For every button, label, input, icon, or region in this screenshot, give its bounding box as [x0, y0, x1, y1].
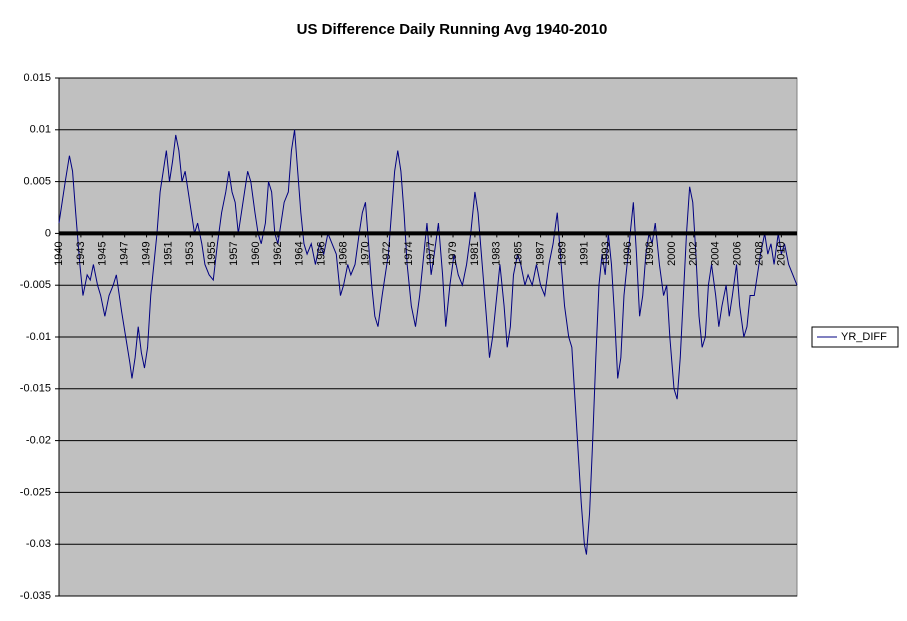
x-tick-label: 1991 — [578, 241, 590, 265]
x-tick-label: 2008 — [753, 241, 765, 265]
x-tick-label: 1953 — [184, 241, 196, 265]
x-tick-label: 1947 — [119, 241, 131, 265]
chart-title: US Difference Daily Running Avg 1940-201… — [297, 21, 608, 38]
y-tick-label: -0.03 — [26, 538, 51, 550]
x-tick-label: 1993 — [600, 241, 612, 265]
y-tick-label: 0.005 — [23, 176, 51, 188]
x-tick-label: 1951 — [162, 241, 174, 265]
y-tick-label: -0.01 — [26, 331, 51, 343]
y-tick-label: -0.035 — [20, 590, 51, 602]
data-line — [58, 129, 798, 555]
x-tick-label: 1983 — [491, 241, 503, 265]
x-tick-label: 2004 — [710, 241, 722, 265]
x-tick-label: 1968 — [337, 241, 349, 265]
x-tick-label: 1945 — [97, 241, 109, 265]
x-tick-label: 1974 — [403, 241, 415, 265]
y-tick-label: -0.02 — [26, 435, 51, 447]
x-tick-label: 1979 — [447, 241, 459, 265]
x-tick-label: 1943 — [75, 241, 87, 265]
x-tick-label: 1972 — [381, 241, 393, 265]
x-tick-label: 1964 — [294, 241, 306, 265]
x-tick-label: 1940 — [53, 241, 65, 265]
x-tick-label: 1987 — [534, 241, 546, 265]
x-tick-label: 1998 — [644, 241, 656, 265]
x-tick-label: 1962 — [272, 241, 284, 265]
x-tick-label: 1977 — [425, 241, 437, 265]
x-tick-label: 2000 — [666, 241, 678, 265]
x-tick-label: 2006 — [731, 241, 743, 265]
x-tick-label: 2002 — [688, 241, 700, 265]
y-tick-label: 0.015 — [23, 72, 51, 84]
legend: YR_DIFF — [811, 326, 899, 348]
y-tick-label: -0.005 — [20, 279, 51, 291]
x-tick-label: 2010 — [775, 241, 787, 265]
x-tick-label: 1966 — [316, 241, 328, 265]
x-tick-label: 1989 — [556, 241, 568, 265]
y-tick-label: 0 — [45, 227, 51, 239]
x-tick-label: 1955 — [206, 241, 218, 265]
x-tick-label: 1957 — [228, 241, 240, 265]
y-tick-label: 0.01 — [30, 124, 51, 136]
x-tick-label: 1970 — [359, 241, 371, 265]
legend-box — [811, 326, 899, 348]
y-tick-label: -0.015 — [20, 383, 51, 395]
y-tick-label: -0.025 — [20, 486, 51, 498]
x-tick-label: 1949 — [140, 241, 152, 265]
x-tick-label: 1985 — [513, 241, 525, 265]
x-tick-label: 1981 — [469, 241, 481, 265]
x-tick-label: 1996 — [622, 241, 634, 265]
legend-label: YR_DIFF — [841, 331, 887, 343]
x-tick-label: 1960 — [250, 241, 262, 265]
